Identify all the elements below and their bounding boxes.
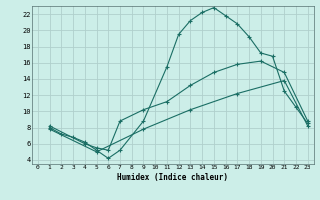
X-axis label: Humidex (Indice chaleur): Humidex (Indice chaleur) xyxy=(117,173,228,182)
